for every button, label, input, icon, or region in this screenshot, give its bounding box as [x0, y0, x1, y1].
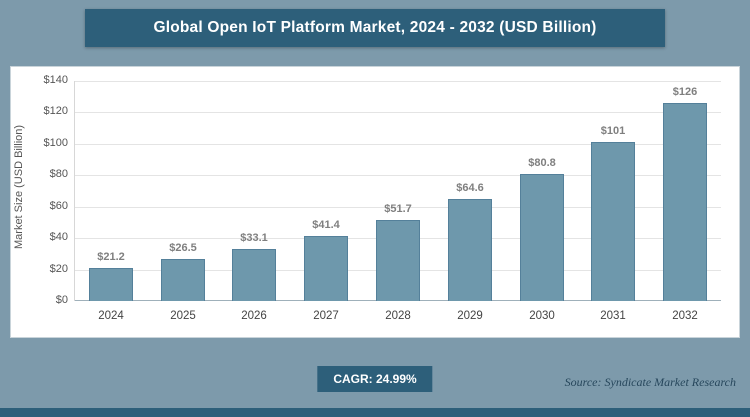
x-axis-tick-label: 2031 — [600, 310, 626, 322]
y-axis-line — [74, 81, 75, 301]
gridline — [75, 112, 721, 113]
bar — [89, 268, 133, 301]
bar-value-label: $33.1 — [240, 232, 268, 244]
bar — [232, 249, 276, 301]
gridline — [75, 175, 721, 176]
bar — [663, 103, 707, 301]
gridline — [75, 81, 721, 82]
x-axis-tick-label: 2030 — [529, 310, 555, 322]
y-axis-tick-label: $80 — [49, 168, 68, 180]
y-axis-tick-label: $40 — [49, 231, 68, 243]
y-axis-tick-label: $20 — [49, 263, 68, 275]
gridline — [75, 144, 721, 145]
bottom-accent-strip — [0, 408, 750, 417]
bar — [304, 236, 348, 301]
y-axis-tick-label: $0 — [55, 294, 68, 306]
cagr-label: CAGR: 24.99% — [333, 372, 417, 386]
x-axis-tick-label: 2028 — [385, 310, 411, 322]
chart-title-bar: Global Open IoT Platform Market, 2024 - … — [85, 9, 665, 47]
bar-value-label: $51.7 — [384, 203, 412, 215]
bar — [448, 199, 492, 301]
bar-value-label: $41.4 — [312, 219, 340, 231]
bar-value-label: $126 — [672, 86, 698, 98]
cagr-badge: CAGR: 24.99% — [317, 366, 433, 392]
bar-value-label: $101 — [600, 125, 626, 137]
plot-area: $0 $20 $40 $60 $80 $100 $120 $140 $21.2 2024 $26.5… — [44, 74, 721, 322]
bar — [591, 142, 635, 301]
source-text: Source: Syndicate Market Research — [564, 375, 736, 389]
bar-value-label: $80.8 — [528, 157, 556, 169]
y-axis-tick-label: $100 — [43, 137, 68, 149]
x-axis-tick-label: 2026 — [241, 310, 267, 322]
y-axis-tick-label: $60 — [49, 200, 68, 212]
y-axis-tick-label: $140 — [43, 74, 68, 86]
bar — [520, 174, 564, 301]
chart-panel: Market Size (USD Billion) $0 $20 $40 $60 $80… — [10, 66, 740, 338]
gridline — [75, 207, 721, 208]
bar-value-label: $26.5 — [169, 242, 197, 254]
y-axis-tick-label: $120 — [43, 105, 68, 117]
x-axis-tick-label: 2024 — [98, 310, 124, 322]
x-axis-tick-label: 2025 — [170, 310, 196, 322]
x-axis-tick-label: 2027 — [313, 310, 339, 322]
bar-value-label: $64.6 — [456, 182, 484, 194]
x-axis-tick-label: 2029 — [457, 310, 483, 322]
bar — [161, 259, 205, 301]
bar — [376, 220, 420, 301]
chart-title: Global Open IoT Platform Market, 2024 - … — [153, 19, 597, 36]
bar-value-label: $21.2 — [97, 251, 125, 263]
x-axis-tick-label: 2032 — [672, 310, 698, 322]
